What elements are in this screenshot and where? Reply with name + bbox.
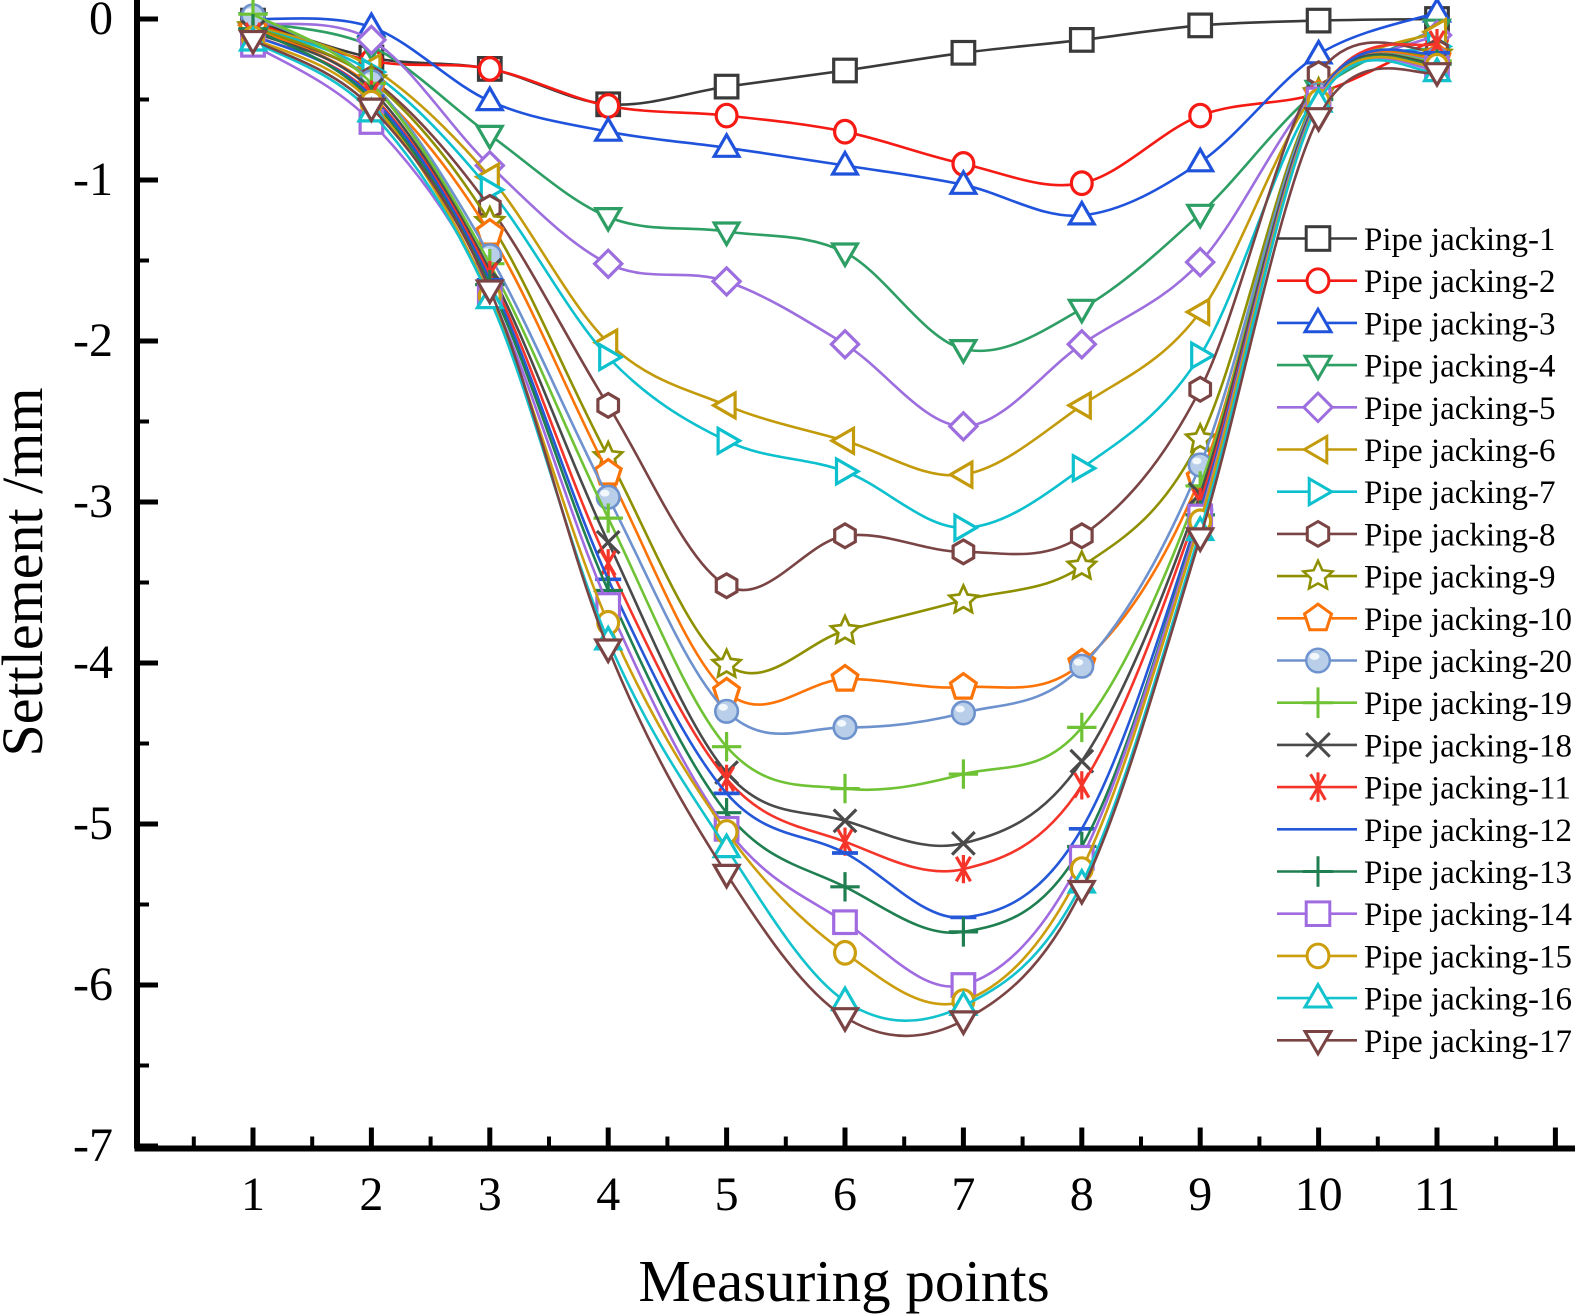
svg-text:Pipe jacking-16: Pipe jacking-16 [1364,982,1572,1018]
svg-text:-5: -5 [73,797,113,850]
svg-text:Pipe jacking-3: Pipe jacking-3 [1364,306,1556,342]
svg-text:11: 11 [1414,1168,1460,1221]
svg-text:2: 2 [359,1168,383,1221]
svg-text:Pipe jacking-2: Pipe jacking-2 [1364,264,1556,300]
svg-text:Pipe jacking-5: Pipe jacking-5 [1364,391,1556,427]
svg-text:Pipe jacking-18: Pipe jacking-18 [1364,728,1572,764]
svg-text:Pipe jacking-11: Pipe jacking-11 [1364,771,1571,807]
svg-text:-6: -6 [73,958,113,1011]
svg-text:-4: -4 [73,636,113,689]
svg-text:-7: -7 [73,1119,113,1172]
svg-text:6: 6 [833,1168,857,1221]
svg-text:5: 5 [715,1168,739,1221]
svg-text:0: 0 [89,0,113,45]
svg-text:4: 4 [596,1168,620,1221]
svg-text:7: 7 [951,1168,975,1221]
svg-text:10: 10 [1295,1168,1343,1221]
svg-text:1: 1 [241,1168,265,1221]
svg-text:Settlement /mm: Settlement /mm [0,388,55,757]
svg-text:Pipe jacking-13: Pipe jacking-13 [1364,855,1572,891]
svg-text:-3: -3 [73,475,113,528]
svg-text:Pipe jacking-9: Pipe jacking-9 [1364,560,1556,596]
svg-text:3: 3 [478,1168,502,1221]
svg-text:Pipe jacking-8: Pipe jacking-8 [1364,517,1556,553]
svg-text:Pipe jacking-14: Pipe jacking-14 [1364,897,1572,933]
svg-text:9: 9 [1188,1168,1212,1221]
svg-text:-1: -1 [73,153,113,206]
svg-text:Measuring points: Measuring points [638,1248,1049,1314]
svg-text:Pipe jacking-17: Pipe jacking-17 [1364,1024,1572,1060]
svg-text:Pipe jacking-7: Pipe jacking-7 [1364,475,1556,511]
svg-text:8: 8 [1070,1168,1094,1221]
svg-text:Pipe jacking-1: Pipe jacking-1 [1364,222,1556,258]
svg-text:Pipe jacking-12: Pipe jacking-12 [1364,813,1572,849]
svg-text:-2: -2 [73,314,113,367]
svg-text:Pipe jacking-15: Pipe jacking-15 [1364,939,1572,975]
svg-text:Pipe jacking-19: Pipe jacking-19 [1364,686,1572,722]
svg-text:Pipe jacking-10: Pipe jacking-10 [1364,602,1572,638]
svg-text:Pipe jacking-6: Pipe jacking-6 [1364,433,1556,469]
svg-text:Pipe jacking-4: Pipe jacking-4 [1364,349,1556,385]
svg-text:Pipe jacking-20: Pipe jacking-20 [1364,644,1572,680]
